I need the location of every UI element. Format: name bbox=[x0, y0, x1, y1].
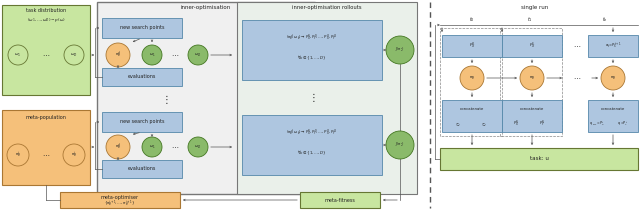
FancyBboxPatch shape bbox=[60, 192, 180, 208]
Text: $\ldots$: $\ldots$ bbox=[42, 52, 50, 58]
Text: $(\pi^d_\theta,\omega_k)\to P^0_X,P^0_Y,\ldots,P^G_X,P^G_Y$: $(\pi^d_\theta,\omega_k)\to P^0_X,P^0_Y,… bbox=[286, 33, 338, 43]
Circle shape bbox=[8, 45, 28, 65]
Text: $\pi^d_\theta$: $\pi^d_\theta$ bbox=[115, 50, 121, 60]
Circle shape bbox=[106, 135, 130, 159]
Text: $\ldots$: $\ldots$ bbox=[171, 52, 179, 58]
Text: $\ldots$: $\ldots$ bbox=[573, 75, 581, 81]
Text: $\vdots$: $\vdots$ bbox=[161, 93, 169, 107]
Text: $t_1$: $t_1$ bbox=[527, 16, 533, 24]
FancyBboxPatch shape bbox=[2, 5, 90, 95]
Text: $\pi_\theta$: $\pi_\theta$ bbox=[610, 74, 616, 82]
Circle shape bbox=[7, 144, 29, 166]
Circle shape bbox=[142, 137, 162, 157]
Text: $a_t\!=\!P^t_Y$: $a_t\!=\!P^t_Y$ bbox=[618, 120, 628, 128]
Text: $J(\pi^d_\theta)$: $J(\pi^d_\theta)$ bbox=[395, 141, 405, 149]
FancyBboxPatch shape bbox=[102, 68, 182, 86]
Text: $(\omega_1,\ldots,\omega_D)\sim p(\omega)$: $(\omega_1,\ldots,\omega_D)\sim p(\omega… bbox=[27, 16, 65, 24]
Circle shape bbox=[63, 144, 85, 166]
Text: $a_t\!=\!P^{t+1}_X$: $a_t\!=\!P^{t+1}_X$ bbox=[605, 41, 621, 51]
Text: task distribution: task distribution bbox=[26, 8, 66, 12]
Circle shape bbox=[520, 66, 544, 90]
FancyBboxPatch shape bbox=[300, 192, 380, 208]
FancyBboxPatch shape bbox=[2, 110, 90, 185]
Text: $\pi^d_\theta$: $\pi^d_\theta$ bbox=[115, 142, 121, 152]
Text: $\forall k\in\{1,\ldots,D\}$: $\forall k\in\{1,\ldots,D\}$ bbox=[297, 149, 327, 157]
Circle shape bbox=[142, 45, 162, 65]
Circle shape bbox=[106, 43, 130, 67]
Text: task: u: task: u bbox=[529, 157, 548, 161]
Text: $\ldots$: $\ldots$ bbox=[171, 144, 179, 150]
FancyBboxPatch shape bbox=[237, 2, 417, 194]
FancyBboxPatch shape bbox=[502, 100, 562, 132]
Text: evaluations: evaluations bbox=[128, 166, 156, 172]
FancyBboxPatch shape bbox=[442, 35, 502, 57]
Text: $\pi_\theta$: $\pi_\theta$ bbox=[529, 74, 535, 82]
FancyBboxPatch shape bbox=[442, 100, 502, 132]
Text: $\omega_1$: $\omega_1$ bbox=[15, 51, 22, 59]
Circle shape bbox=[386, 36, 414, 64]
Text: $\omega_1$: $\omega_1$ bbox=[148, 51, 156, 59]
Circle shape bbox=[188, 45, 208, 65]
Circle shape bbox=[601, 66, 625, 90]
Text: $t_n$: $t_n$ bbox=[602, 16, 608, 24]
Circle shape bbox=[64, 45, 84, 65]
Text: single run: single run bbox=[522, 5, 548, 11]
Text: $\ldots$: $\ldots$ bbox=[42, 152, 50, 158]
Text: $\omega_D$: $\omega_D$ bbox=[70, 51, 78, 59]
Text: $\emptyset$: $\emptyset$ bbox=[481, 120, 486, 127]
Text: $t_0$: $t_0$ bbox=[469, 16, 475, 24]
Text: new search points: new search points bbox=[120, 119, 164, 124]
Text: concatenate: concatenate bbox=[601, 107, 625, 111]
FancyBboxPatch shape bbox=[440, 148, 638, 170]
FancyBboxPatch shape bbox=[102, 160, 182, 178]
Text: $\{\pi^{i+1}_\theta,\ldots,\pi^{i+1}_\theta\}$: $\{\pi^{i+1}_\theta,\ldots,\pi^{i+1}_\th… bbox=[104, 199, 136, 209]
Circle shape bbox=[188, 137, 208, 157]
Text: meta-population: meta-population bbox=[26, 115, 67, 119]
Text: inner-optimisation rollouts: inner-optimisation rollouts bbox=[292, 5, 362, 11]
FancyBboxPatch shape bbox=[102, 18, 182, 38]
Text: evaluations: evaluations bbox=[128, 74, 156, 80]
Text: $P^1_X$: $P^1_X$ bbox=[529, 41, 536, 51]
FancyBboxPatch shape bbox=[102, 112, 182, 132]
FancyBboxPatch shape bbox=[588, 35, 638, 57]
Circle shape bbox=[460, 66, 484, 90]
Text: meta-optimiser: meta-optimiser bbox=[101, 196, 139, 200]
FancyBboxPatch shape bbox=[97, 2, 315, 194]
Text: $\omega_D$: $\omega_D$ bbox=[195, 51, 202, 59]
Text: concatenate: concatenate bbox=[520, 107, 544, 111]
Text: $\pi^i_\theta$: $\pi^i_\theta$ bbox=[71, 150, 77, 160]
Text: $P^0_X$: $P^0_X$ bbox=[468, 41, 476, 51]
Text: $P^0_Y$: $P^0_Y$ bbox=[539, 119, 545, 129]
FancyBboxPatch shape bbox=[242, 20, 382, 80]
Text: $\emptyset$: $\emptyset$ bbox=[455, 120, 461, 127]
FancyBboxPatch shape bbox=[242, 115, 382, 175]
FancyBboxPatch shape bbox=[588, 100, 638, 132]
Text: $\pi_\theta$: $\pi_\theta$ bbox=[469, 74, 475, 82]
Text: $\ldots$: $\ldots$ bbox=[573, 43, 581, 49]
Text: $\omega_D$: $\omega_D$ bbox=[195, 143, 202, 151]
Circle shape bbox=[386, 131, 414, 159]
Text: $J(\pi^d_\theta)$: $J(\pi^d_\theta)$ bbox=[395, 46, 405, 54]
Text: $\forall k\in\{1,\ldots,D\}$: $\forall k\in\{1,\ldots,D\}$ bbox=[297, 54, 327, 62]
Text: $\pi^i_\theta$: $\pi^i_\theta$ bbox=[15, 150, 21, 160]
Text: concatenate: concatenate bbox=[460, 107, 484, 111]
Text: $\vdots$: $\vdots$ bbox=[308, 91, 316, 104]
Text: $P^0_X$: $P^0_X$ bbox=[513, 119, 519, 129]
Text: $(\pi^d_\theta,\omega_k)\to P^0_X,P^0_Y,\ldots,P^G_X,P^G_Y$: $(\pi^d_\theta,\omega_k)\to P^0_X,P^0_Y,… bbox=[286, 128, 338, 138]
Text: new search points: new search points bbox=[120, 26, 164, 31]
Text: $a_{t-1}\!=\!P^t_X$: $a_{t-1}\!=\!P^t_X$ bbox=[589, 120, 605, 128]
Text: meta-fitness: meta-fitness bbox=[324, 197, 355, 203]
Text: inner-optimisation: inner-optimisation bbox=[181, 5, 231, 11]
FancyBboxPatch shape bbox=[502, 35, 562, 57]
Text: $\omega_1$: $\omega_1$ bbox=[148, 143, 156, 151]
